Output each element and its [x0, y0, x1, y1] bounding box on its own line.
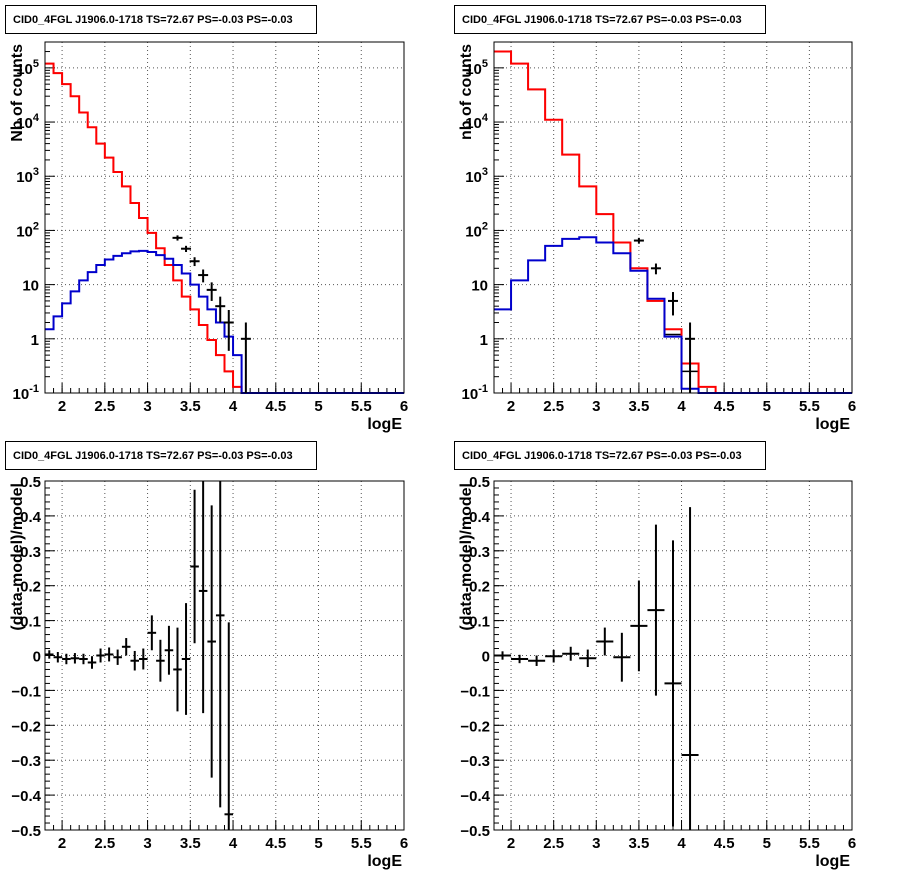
- y-tick-label: 0.5: [469, 474, 490, 491]
- y-tick-label: −0.3: [460, 753, 490, 770]
- y-tick-label: 102: [465, 220, 488, 240]
- x-tick-label: 2.5: [94, 835, 115, 852]
- y-tick-label: −0.4: [11, 788, 41, 805]
- y-tick-label: 0.1: [20, 614, 41, 631]
- plot-frame: [493, 41, 853, 394]
- x-axis-label: logE: [367, 416, 402, 433]
- x-tick-label: 3: [143, 398, 151, 415]
- x-tick-label: 6: [848, 398, 856, 415]
- y-tick-label: 0.3: [469, 544, 490, 561]
- panel-title-top-right: CID0_4FGL J1906.0-1718 TS=72.67 PS=-0.03…: [454, 5, 766, 34]
- y-tick-label: 10: [471, 278, 488, 295]
- x-tick-label: 2.5: [543, 398, 564, 415]
- x-tick-label: 4.5: [714, 835, 735, 852]
- y-tick-label: 10-1: [13, 383, 39, 403]
- x-tick-label: 6: [848, 835, 856, 852]
- panel-title-bottom-right: CID0_4FGL J1906.0-1718 TS=72.67 PS=-0.03…: [454, 441, 766, 470]
- x-tick-label: 3: [592, 398, 600, 415]
- x-tick-label: 6: [400, 398, 408, 415]
- y-tick-label: 10-1: [462, 383, 488, 403]
- y-tick-label: −0.2: [460, 718, 490, 735]
- x-tick-label: 5: [763, 398, 771, 415]
- x-tick-label: 2.5: [94, 398, 115, 415]
- y-tick-label: −0.2: [11, 718, 41, 735]
- y-tick-label: 103: [16, 166, 39, 186]
- x-tick-label: 3.5: [628, 398, 649, 415]
- y-axis-label: Nb of counts: [9, 44, 26, 142]
- x-tick-label: 4.5: [714, 398, 735, 415]
- x-tick-label: 3: [143, 835, 151, 852]
- chart-panel-2: 2 2.5 3 3.5 4 4.5 5 5.5 6 −0.5 −0.4 −0.3 −0.2 −0.1 0 0.…: [9, 474, 408, 870]
- chart-panel-3: 2 2.5 3 3.5 4 4.5 5 5.5 6 −0.5 −0.4 −0.3 −0.2 −0.1 0 0.…: [458, 474, 856, 870]
- y-tick-label: 0.2: [469, 579, 490, 596]
- y-tick-label: −0.1: [460, 683, 490, 700]
- y-tick-label: −0.3: [11, 753, 41, 770]
- x-tick-label: 3.5: [628, 835, 649, 852]
- plot-frame: [44, 480, 405, 831]
- plot-frame: [493, 480, 853, 831]
- chart-panel-0: 2 2.5 3 3.5 4 4.5 5 5.5 610-1110102103104105logE…: [9, 41, 408, 433]
- x-tick-label: 5.5: [799, 398, 820, 415]
- x-tick-label: 5: [314, 398, 322, 415]
- x-tick-label: 4: [229, 835, 238, 852]
- x-tick-label: 4: [677, 398, 686, 415]
- y-axis-label: (data-model)/model: [458, 483, 475, 631]
- y-axis-label: (data-model)/model: [9, 483, 26, 631]
- x-tick-label: 4: [677, 835, 686, 852]
- total-model-histogram: [494, 50, 852, 394]
- plot-frame: [44, 41, 405, 394]
- y-tick-label: 0.1: [469, 614, 490, 631]
- y-tick-label: 0.4: [469, 509, 491, 526]
- x-tick-label: 2.5: [543, 835, 564, 852]
- y-tick-label: −0.1: [11, 683, 41, 700]
- y-tick-label: 0.5: [20, 474, 41, 491]
- y-tick-label: 0.3: [20, 544, 41, 561]
- y-tick-label: 0: [482, 649, 490, 666]
- x-tick-label: 3: [592, 835, 600, 852]
- x-axis-label: logE: [367, 853, 402, 870]
- y-axis-label: nb of counts: [458, 44, 475, 140]
- data-histogram: [494, 50, 852, 394]
- y-tick-label: −0.4: [460, 788, 490, 805]
- panel-title-bottom-left: CID0_4FGL J1906.0-1718 TS=72.67 PS=-0.03…: [5, 441, 317, 470]
- y-tick-label: 1: [31, 332, 39, 349]
- x-tick-label: 2: [58, 835, 66, 852]
- x-tick-label: 3.5: [180, 835, 201, 852]
- x-tick-label: 2: [58, 398, 66, 415]
- x-tick-label: 5.5: [351, 835, 372, 852]
- y-tick-label: 0: [33, 649, 41, 666]
- x-tick-label: 5.5: [351, 398, 372, 415]
- panel-title-top-left: CID0_4FGL J1906.0-1718 TS=72.67 PS=-0.03…: [5, 5, 317, 34]
- x-tick-label: 2: [507, 835, 515, 852]
- x-tick-label: 5: [314, 835, 322, 852]
- y-tick-label: −0.5: [11, 823, 41, 840]
- x-tick-label: 5: [763, 835, 771, 852]
- y-tick-label: 0.4: [20, 509, 42, 526]
- x-tick-label: 6: [400, 835, 408, 852]
- y-tick-label: −0.5: [460, 823, 490, 840]
- x-tick-label: 4: [229, 398, 238, 415]
- y-tick-label: 102: [16, 220, 39, 240]
- data-histogram: [45, 62, 404, 394]
- x-tick-label: 2: [507, 398, 515, 415]
- x-tick-label: 4.5: [265, 835, 286, 852]
- x-tick-label: 5.5: [799, 835, 820, 852]
- x-axis-label: logE: [815, 853, 850, 870]
- x-axis-label: logE: [815, 416, 850, 433]
- y-tick-label: 0.2: [20, 579, 41, 596]
- y-tick-label: 103: [465, 166, 488, 186]
- chart-panel-1: 2 2.5 3 3.5 4 4.5 5 5.5 610-1110102103104105logE…: [458, 41, 856, 433]
- total-model-histogram: [45, 62, 404, 394]
- x-tick-label: 4.5: [265, 398, 286, 415]
- y-tick-label: 10: [22, 278, 39, 295]
- x-tick-label: 3.5: [180, 398, 201, 415]
- y-tick-label: 1: [480, 332, 488, 349]
